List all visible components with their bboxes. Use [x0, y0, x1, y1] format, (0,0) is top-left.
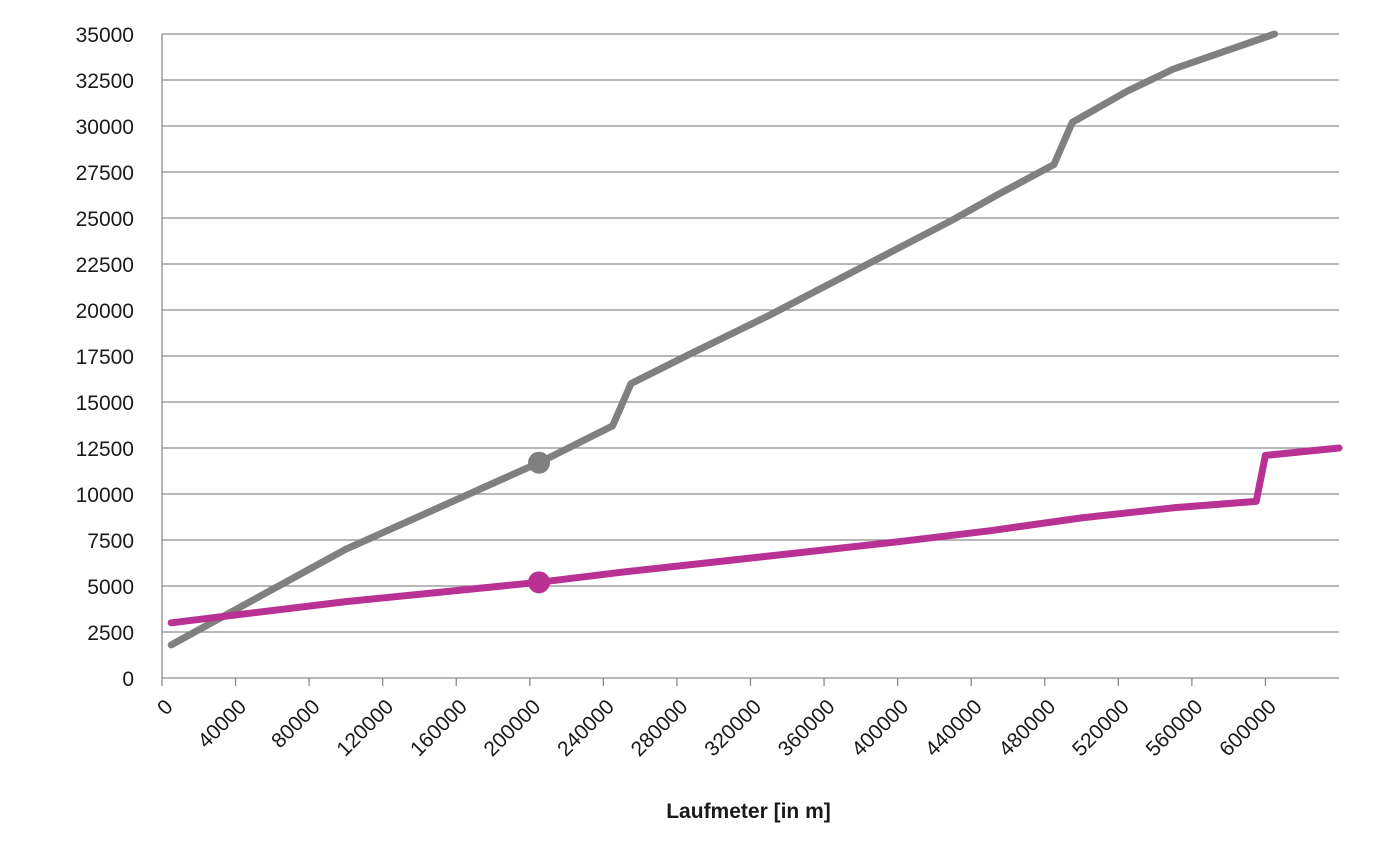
y-tick-label: 7500 — [87, 530, 134, 553]
x-tick-labels: 0 40000 80000 120000 160000 200000 240000 28000… — [153, 695, 1281, 761]
y-tick-label: 0 — [122, 668, 134, 691]
series-line-1 — [167, 30, 1279, 649]
x-axis-title: Laufmeter [in m] — [666, 800, 831, 823]
x-tick-label: 360000 — [774, 695, 840, 761]
x-tick-label: 400000 — [847, 695, 913, 761]
x-tick-label: 520000 — [1068, 695, 1134, 761]
x-tick-marks — [161, 678, 1267, 686]
x-tick-label: 160000 — [406, 695, 472, 761]
x-tick-label: 40000 — [194, 695, 252, 753]
y-tick-label: 30000 — [76, 116, 134, 139]
x-tick-label: 80000 — [267, 695, 325, 753]
y-tick-label: 15000 — [76, 392, 134, 415]
x-tick-label: 120000 — [332, 695, 398, 761]
y-tick-labels: 0 2500 5000 7500 10000 12500 15000 17500 20000 22… — [76, 24, 134, 691]
y-tick-label: 17500 — [76, 346, 134, 369]
y-tick-label: 22500 — [76, 254, 134, 277]
gridlines — [162, 33, 1339, 633]
y-tick-label: 27500 — [76, 162, 134, 185]
x-tick-label: 200000 — [480, 695, 546, 761]
x-tick-label: 440000 — [921, 695, 987, 761]
series-1-marker — [528, 451, 551, 474]
y-tick-label: 12500 — [76, 438, 134, 461]
series-line-2 — [167, 444, 1343, 627]
y-tick-label: 2500 — [87, 622, 134, 645]
y-tick-label: 20000 — [76, 300, 134, 323]
series-2-marker — [528, 571, 551, 594]
y-tick-label: 25000 — [76, 208, 134, 231]
x-tick-label: 600000 — [1215, 695, 1281, 761]
x-tick-label: 480000 — [994, 695, 1060, 761]
x-tick-label: 0 — [153, 695, 178, 720]
y-tick-label: 10000 — [76, 484, 134, 507]
x-tick-label: 280000 — [627, 695, 693, 761]
series-markers — [528, 451, 551, 594]
y-tick-label: 35000 — [76, 24, 134, 47]
y-tick-label: 32500 — [76, 70, 134, 93]
x-tick-label: 240000 — [553, 695, 619, 761]
x-tick-label: 320000 — [700, 695, 766, 761]
y-tick-label: 5000 — [87, 576, 134, 599]
x-tick-label: 560000 — [1142, 695, 1208, 761]
